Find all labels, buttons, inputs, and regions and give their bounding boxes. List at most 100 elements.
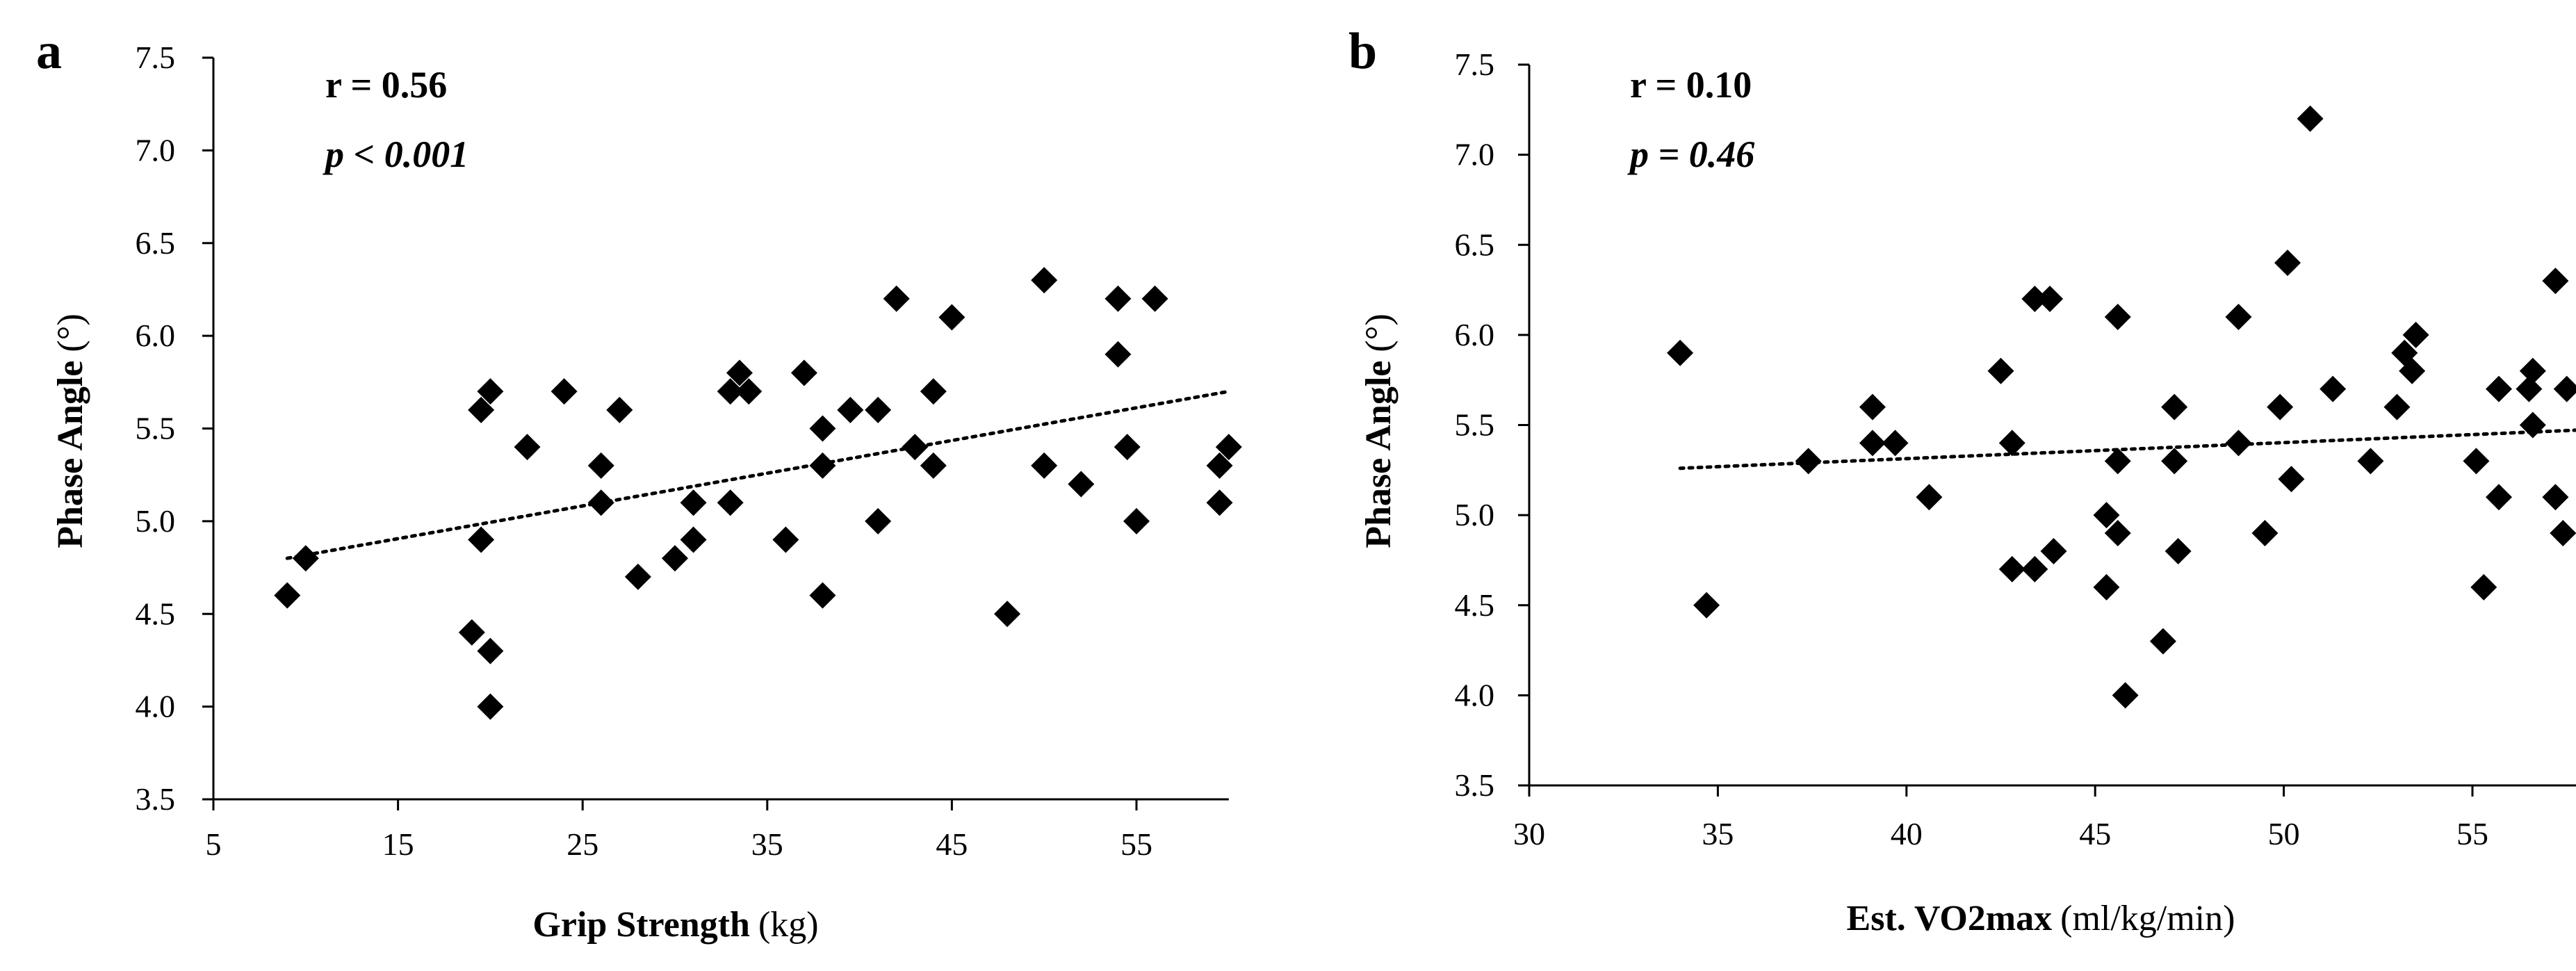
panel-b-y-tick-label: 4.5 (1455, 587, 1495, 623)
panel-b-data-point (2550, 520, 2576, 547)
panel-a-y-tick-label: 7.0 (136, 132, 176, 168)
panel-b-correlation-r: r = 0.10 (1630, 64, 1752, 106)
panel-a-data-point (1114, 434, 1141, 461)
panel-a-y-axis-title-unit: (°) (51, 313, 90, 352)
panel-a-data-point (938, 304, 965, 331)
panel-a-data-point (477, 693, 504, 720)
panel-b-data-point (2553, 375, 2576, 402)
panel-a-data-point (717, 489, 744, 516)
panel-a-data-point (468, 526, 495, 553)
panel-a-data-point (606, 396, 633, 423)
panel-a-data-point (1031, 452, 1058, 479)
panel-b-data-point (2251, 520, 2279, 547)
panel-a-data-point (551, 378, 578, 405)
panel-a-y-tick-label: 6.5 (136, 225, 176, 261)
panel-a-data-point (680, 489, 707, 516)
panel-b-data-point (2516, 375, 2543, 402)
panel-b-data-point (2463, 448, 2490, 475)
panel-b-y-tick-label: 4.0 (1455, 677, 1495, 712)
panel-b-data-point (1998, 430, 2025, 457)
panel-b-data-point (2021, 555, 2048, 582)
panel-b-data-point (2093, 573, 2120, 601)
panel-b-y-axis-title: Phase Angle (°) (1359, 313, 1399, 548)
panel-b-data-point (1795, 448, 1822, 475)
panel-b-data-point (2104, 303, 2131, 330)
panel-b-data-point (1693, 591, 1720, 619)
panel-b-data-point (1987, 357, 2014, 384)
panel-a-data-point (1104, 285, 1132, 312)
panel-b-data-point (2542, 484, 2569, 511)
panel-a-label: a (36, 23, 62, 80)
panel-b-x-tick-label: 30 (1513, 816, 1545, 851)
panel-b-y-tick-label: 7.0 (1455, 137, 1495, 172)
panel-b-data-point (2278, 466, 2305, 493)
panel-a-data-point (865, 396, 892, 423)
panel-a-p-value: p < 0.001 (323, 133, 468, 175)
panel-b-data-point (2470, 573, 2497, 601)
panel-b-data-point (2112, 682, 2139, 709)
panel-b-data-point (2542, 268, 2569, 295)
panel-a-data-point (1206, 452, 1233, 479)
panel-b-data-point (2225, 430, 2252, 457)
panel-b-y-tick-label: 6.5 (1455, 227, 1495, 262)
panel-a-data-point (994, 601, 1021, 628)
panel-b-data-point (1859, 430, 1886, 457)
panel-b-data-point (2037, 286, 2064, 313)
panel-b-x-axis-title-unit: (ml/kg/min) (2060, 899, 2235, 938)
panel-b-data-point (2519, 357, 2546, 384)
panel-a-y-tick-label: 7.5 (136, 40, 176, 75)
panel-b-x-tick-label: 45 (2079, 816, 2111, 851)
panel-a-data-point (735, 378, 763, 405)
panel-b-y-tick-label: 6.0 (1455, 317, 1495, 352)
panel-a-data-point (1031, 267, 1058, 294)
panel-a-data-point (1206, 489, 1233, 516)
panel-b-scatter-chart: b 3.5 4.0 4.5 5.0 5.5 6.0 6.5 7.0 7.5 30… (1348, 23, 2576, 938)
panel-a-x-tick-label: 35 (751, 826, 783, 862)
panel-a-data-point (920, 452, 947, 479)
panel-b-data-point (2225, 303, 2252, 330)
panel-a-data-point (809, 415, 836, 442)
panel-b-data-point (2104, 520, 2131, 547)
panel-a-scatter-chart: a 3.5 4.0 4.5 5.0 5.5 6.0 6.5 7.0 7.5 5 … (36, 23, 1242, 945)
panel-a-data-point (726, 359, 753, 386)
panel-b-data-point (1882, 430, 1909, 457)
panel-b-data-point (1859, 393, 1886, 421)
panel-a-data-point (920, 378, 947, 405)
panel-b-data-point (2320, 375, 2347, 402)
panel-a-x-axis-title-main: Grip Strength (532, 905, 750, 945)
panel-a-data-point (468, 396, 495, 423)
panel-b-y-axis-title-main: Phase Angle (1359, 361, 1399, 548)
panel-b-data-point (2402, 321, 2429, 348)
panel-b-data-point (2267, 393, 2294, 421)
panel-b-data-point (2357, 448, 2384, 475)
panel-a-y-tick-label: 5.0 (136, 503, 176, 539)
panel-a-data-point (662, 545, 688, 572)
panel-b-x-tick-label: 35 (1702, 816, 1734, 851)
panel-a-data-point (809, 582, 836, 609)
panel-a-x-tick-label: 5 (206, 826, 222, 862)
panel-a-y-axis-title-main: Phase Angle (51, 361, 90, 548)
panel-a-trendline (285, 389, 1231, 560)
panel-b-data-point (2519, 411, 2546, 439)
panel-b-x-axis-title-main: Est. VO2max (1847, 899, 2053, 938)
panel-b-data-point (2383, 393, 2411, 421)
panel-b-data-point (2165, 537, 2192, 564)
panel-a-y-tick-label: 5.5 (136, 411, 176, 446)
panel-a-data-point (624, 563, 651, 590)
panel-a-x-tick-label: 15 (382, 826, 414, 862)
panel-a-data-point (902, 434, 929, 461)
panel-a-data-point (837, 396, 864, 423)
panel-b-p-value: p = 0.46 (1627, 133, 1754, 175)
panel-a-correlation-r: r = 0.56 (325, 64, 447, 106)
panel-b-x-tick-labels: 30 35 40 45 50 55 60 65 (1513, 816, 2488, 851)
panel-b-y-tick-label: 7.5 (1455, 47, 1495, 82)
panel-b-data-point (2149, 628, 2176, 655)
panel-b-data-point (1916, 484, 1943, 511)
panel-a-data-point (865, 507, 892, 535)
panel-b-x-tick-label: 50 (2268, 816, 2300, 851)
panel-a-data-point (680, 526, 707, 553)
panel-b-data-point (2297, 105, 2324, 132)
panel-a-x-tick-label: 55 (1120, 826, 1152, 862)
panel-b-data-point (2104, 448, 2131, 475)
